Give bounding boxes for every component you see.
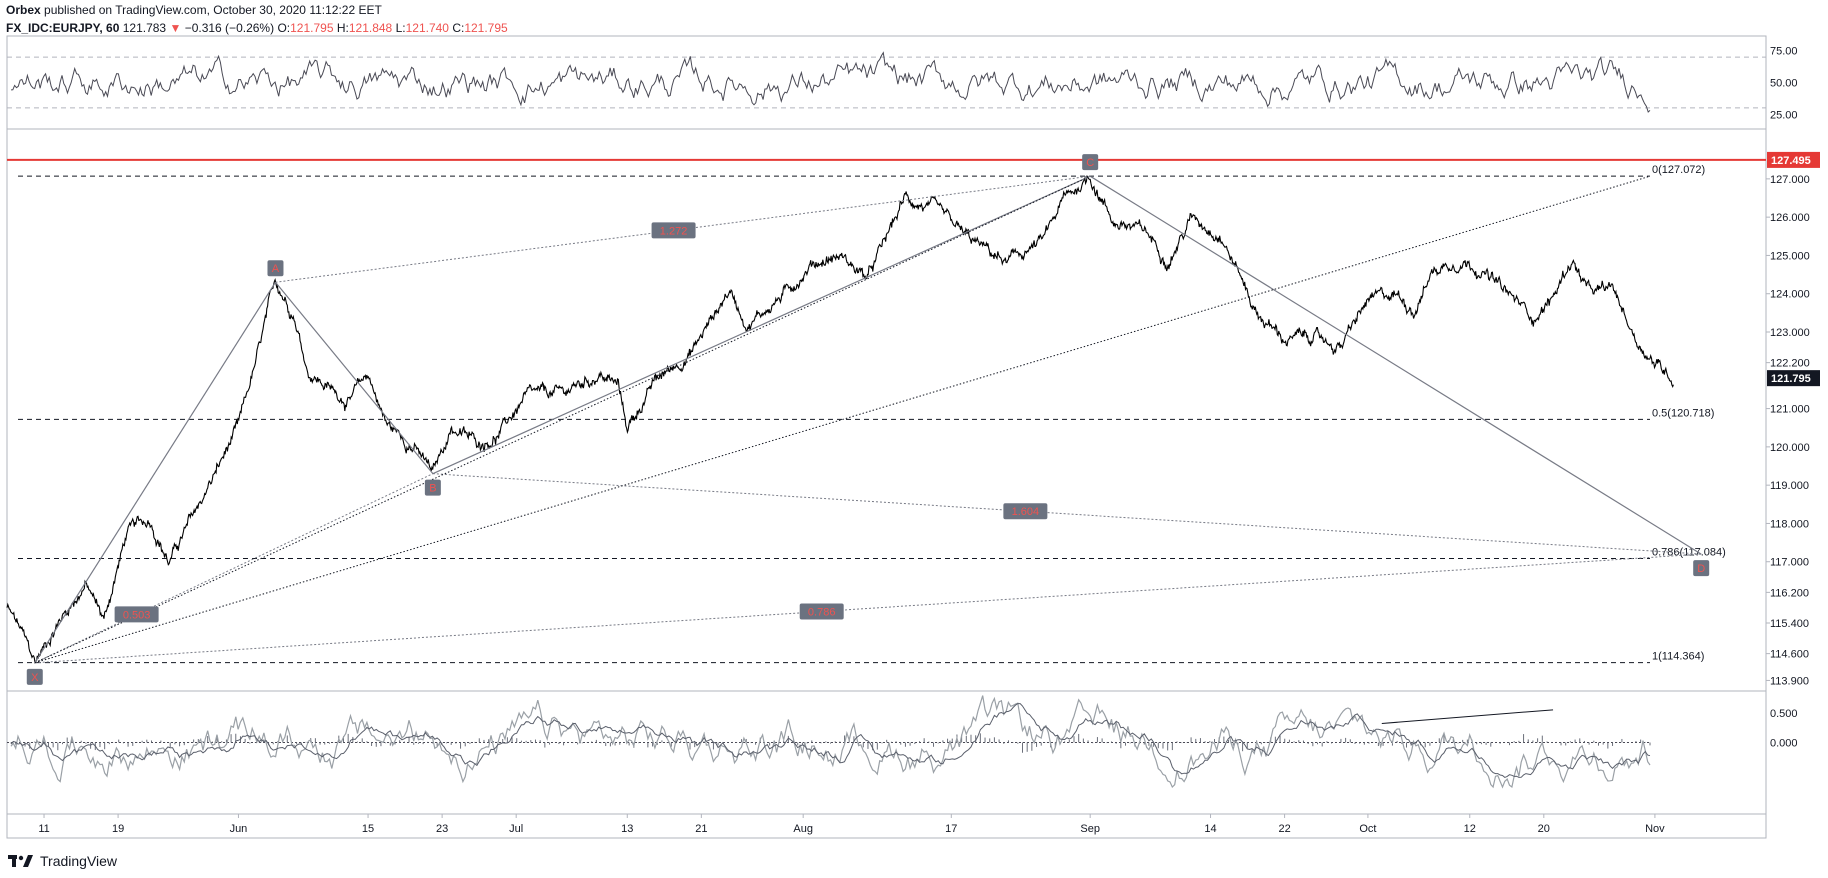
price-axis-tick-label: 121.000 [1770,404,1810,416]
fib-level-label: 0.5(120.718) [1652,407,1714,419]
divergence-trendline[interactable] [1381,709,1554,724]
oscillator-axis-tick-label: 0.500 [1770,708,1798,720]
pattern-point-badge[interactable] [26,668,43,685]
price-axis-tick-label: 118.000 [1770,518,1809,530]
time-axis-tick-label: Jun [230,823,248,835]
change-down-icon: ▼ [169,21,182,35]
price-axis-tick-label: 114.600 [1770,649,1809,661]
price-axis-tick-label: 123.000 [1770,327,1810,339]
ratio-label: 1.272 [660,225,688,237]
price-series-line [6,175,1674,664]
time-axis-tick-label: 20 [1538,823,1550,835]
symbol-label[interactable]: FX_IDC:EURJPY, 60 [6,21,120,35]
publish-text: published on TradingView.com, October 30… [44,3,382,17]
pattern-point-label: X [31,672,39,684]
time-axis-tick-label: 13 [621,823,633,835]
oscillator-line [10,695,1651,789]
price-axis-tick-label: 115.400 [1770,618,1809,630]
price-axis-tick-label: 120.000 [1770,442,1810,454]
time-axis-tick-label: 21 [695,823,707,835]
pattern-leg-cd [1089,175,1702,555]
time-axis-tick-label: Aug [793,823,813,835]
time-axis-tick-label: Sep [1080,823,1100,835]
resistance-price-badge [1767,151,1820,168]
pattern-point-label: C [1086,157,1094,169]
oscillator-axis-tick-label: 0.000 [1770,737,1798,749]
rsi-axis-tick-label: 75.00 [1770,46,1798,58]
time-axis-tick-label: 17 [945,823,957,835]
resistance-price-label: 127.495 [1771,155,1811,167]
open-label: O: [277,21,291,35]
time-axis-tick-label: Jul [509,823,523,835]
ratio-badge[interactable] [114,606,159,623]
pattern-point-label: D [1697,563,1705,575]
time-axis-tick-label: Nov [1645,823,1665,835]
pattern-point-label: A [272,263,280,275]
oscillator-signal-line [10,703,1651,778]
time-axis-tick-label: 11 [38,823,49,835]
time-axis-tick-label: Oct [1359,823,1376,835]
chart-frame [6,35,1767,839]
time-axis-tick-label: 15 [362,823,374,835]
ratio-label: 0.786 [808,606,836,618]
pattern-leg-xa [34,281,276,664]
ratio-badge[interactable] [651,222,696,239]
pattern-leg-ab [275,281,434,475]
ratio-badge[interactable] [1003,503,1048,520]
price-axis-tick-label: 124.000 [1770,289,1810,301]
pattern-ratio-xc [34,175,1091,664]
time-axis-tick-label: 22 [1278,823,1290,835]
pattern-point-badge[interactable] [424,479,441,496]
open-value: 121.795 [290,21,334,35]
ratio-label: 0.503 [123,609,151,621]
publish-info: Orbex published on TradingView.com, Octo… [6,3,382,17]
pattern-leg-bc [432,175,1091,475]
price-axis-tick-label: 117.000 [1770,557,1809,569]
price-axis-tick-label: 126.000 [1770,212,1810,224]
pattern-point-badge[interactable] [1693,560,1710,577]
symbol-info: FX_IDC:EURJPY, 60 121.783 ▼ −0.316 (−0.2… [6,21,508,35]
current-price-badge [1767,370,1820,387]
fib-level-label: 0.786(117.084) [1652,547,1726,559]
price-axis-tick-label: 122.200 [1770,358,1810,370]
ratio-badge[interactable] [799,603,844,620]
pattern-ratio-ac [275,175,1091,283]
price-axis-tick-label: 116.200 [1770,587,1809,599]
price-axis-tick-label: 113.900 [1770,675,1809,687]
low-label: L: [395,21,406,35]
close-value: 121.795 [464,21,508,35]
footer-brand-label: TradingView [40,853,118,869]
pattern-extension-line [34,175,1651,664]
rsi-line [10,51,1651,113]
ratio-label: 1.604 [1012,506,1040,518]
close-label: C: [452,21,465,35]
pattern-ratio-xb [34,473,434,664]
pattern-ratio-bd [432,473,1702,555]
pattern-point-badge[interactable] [1082,154,1099,171]
time-axis-tick-label: 23 [436,823,448,835]
pattern-ratio-xd [34,553,1702,664]
fib-level-label: 1(114.364) [1652,651,1704,663]
time-axis-tick-label: 12 [1464,823,1476,835]
footer-brand: TradingView [8,853,117,869]
time-axis-tick-label: 14 [1204,823,1216,835]
price-axis-tick-label: 125.000 [1770,250,1810,262]
rsi-axis-tick-label: 50.00 [1770,78,1798,90]
current-price-label: 121.795 [1771,373,1811,385]
pattern-point-badge[interactable] [267,260,284,277]
time-axis-tick-label: 19 [112,823,124,835]
price-axis-tick-label: 127.000 [1770,174,1810,186]
pattern-point-label: B [429,483,436,495]
change-value: −0.316 (−0.26%) [184,21,275,35]
fib-level-label: 0(127.072) [1652,164,1705,176]
author-name[interactable]: Orbex [6,3,41,17]
price-axis-tick-label: 119.000 [1770,480,1809,492]
last-price: 121.783 [122,21,167,35]
high-label: H: [336,21,349,35]
high-value: 121.848 [348,21,393,35]
rsi-axis-tick-label: 25.00 [1770,109,1798,121]
low-value: 121.740 [405,21,449,35]
tradingview-logo-icon [8,855,33,867]
